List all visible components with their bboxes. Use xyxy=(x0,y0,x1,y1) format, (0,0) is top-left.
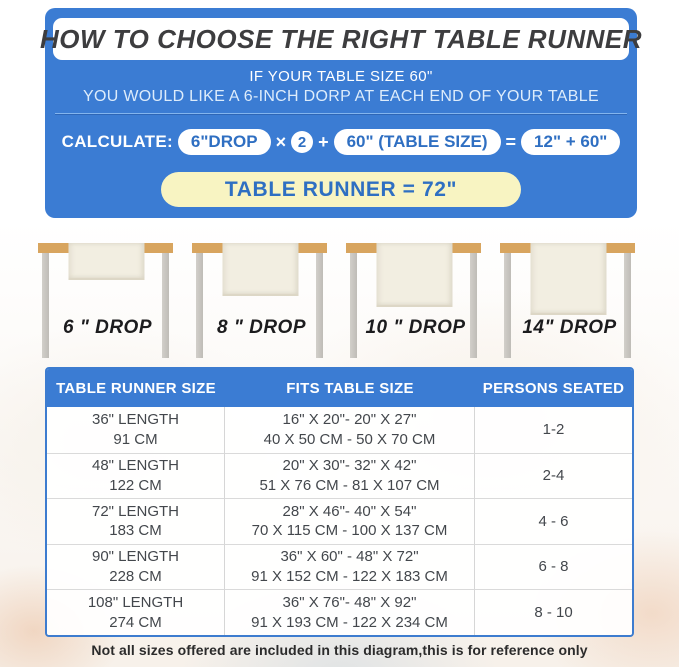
table-row: 28" X 46"- 40" X 54" 70 X 115 CM - 100 X… xyxy=(225,498,475,544)
equals-sign: = xyxy=(505,131,517,152)
table-row: 20" X 30"- 32" X 42" 51 X 76 CM - 81 X 1… xyxy=(225,452,475,499)
column-header-runner-size: TABLE RUNNER SIZE xyxy=(47,369,225,407)
table-row: 72" LENGTH 183 CM xyxy=(47,498,225,544)
fits-size-cm: 91 X 193 CM - 122 X 234 CM xyxy=(251,613,448,631)
table-row: 36" X 76"- 48" X 92" 91 X 193 CM - 122 X… xyxy=(225,589,475,635)
table-figure-8-drop: 8 " DROP xyxy=(192,243,331,358)
runner-size-cm: 228 CM xyxy=(109,568,162,586)
panel-divider xyxy=(55,114,627,115)
runner-drape xyxy=(221,243,298,296)
runner-size-cm: 91 CM xyxy=(113,430,158,448)
runner-size-in: 108" LENGTH xyxy=(87,593,184,611)
runner-size-in: 36" LENGTH xyxy=(91,411,180,428)
table-leg xyxy=(162,253,169,358)
table-row: 2-4 xyxy=(475,452,632,499)
runner-size-cm: 183 CM xyxy=(109,522,162,540)
header-panel: HOW TO CHOOSE THE RIGHT TABLE RUNNER IF … xyxy=(40,8,642,218)
table-row: 36" LENGTH 91 CM xyxy=(47,407,225,453)
runner-size-in: 48" LENGTH xyxy=(91,457,180,475)
fits-size-cm: 51 X 76 CM - 81 X 107 CM xyxy=(259,476,440,494)
runner-result-pill: TABLE RUNNER = 72" xyxy=(161,172,521,207)
fits-size-in: 16" X 20"- 20" X 27" xyxy=(282,411,417,428)
title-box: HOW TO CHOOSE THE RIGHT TABLE RUNNER xyxy=(40,18,642,60)
table-row: 1-2 xyxy=(475,407,632,453)
fits-size-in: 36" X 60" - 48" X 72" xyxy=(280,548,419,566)
plus-sign: + xyxy=(318,131,329,152)
table-leg xyxy=(316,253,323,358)
drop-label: 14" DROP xyxy=(522,317,617,338)
fits-size-in: 28" X 46"- 40" X 54" xyxy=(282,502,417,520)
drop-label: 10 " DROP xyxy=(365,317,466,338)
intro-line-2: YOU WOULD LIKE A 6-INCH DORP AT EACH END… xyxy=(83,88,599,105)
persons-seated: 4 - 6 xyxy=(538,512,569,530)
runner-drape xyxy=(67,243,144,280)
runner-size-in: 72" LENGTH xyxy=(91,502,180,520)
multiplier-circle: 2 xyxy=(291,131,314,153)
runner-drape xyxy=(375,243,452,307)
fits-size-cm: 70 X 115 CM - 100 X 137 CM xyxy=(251,522,448,540)
table-row: 108" LENGTH 274 CM xyxy=(47,589,225,635)
fits-size-cm: 91 X 152 CM - 122 X 183 CM xyxy=(251,568,448,586)
drop-label: 6 " DROP xyxy=(62,317,153,338)
persons-seated: 1-2 xyxy=(542,420,565,438)
table-leg xyxy=(196,253,203,358)
table-leg xyxy=(470,253,477,358)
runner-size-in: 90" LENGTH xyxy=(91,548,180,566)
sum-pill: 12" + 60" xyxy=(521,129,621,155)
calculate-label: CALCULATE: xyxy=(61,132,173,151)
table-leg xyxy=(624,253,631,358)
table-leg xyxy=(42,253,49,358)
page-title: HOW TO CHOOSE THE RIGHT TABLE RUNNER xyxy=(39,23,643,54)
size-chart-table: TABLE RUNNER SIZE FITS TABLE SIZE PERSON… xyxy=(45,367,634,637)
fits-size-in: 20" X 30"- 32" X 42" xyxy=(282,457,417,475)
runner-drape xyxy=(529,243,606,315)
table-leg xyxy=(350,253,357,358)
table-leg xyxy=(504,253,511,358)
times-sign: × xyxy=(275,131,287,152)
intro-line-1: IF YOUR TABLE SIZE 60" xyxy=(249,68,433,85)
table-figure-6-drop: 6 " DROP xyxy=(38,243,177,358)
runner-size-cm: 274 CM xyxy=(109,613,162,631)
table-row: 16" X 20"- 20" X 27" 40 X 50 CM - 50 X 7… xyxy=(225,407,475,453)
drop-diagram: 6 " DROP 8 " DROP 10 " DROP 14" DROP xyxy=(38,243,639,358)
persons-seated: 8 - 10 xyxy=(534,603,573,621)
drop-label: 8 " DROP xyxy=(216,317,307,338)
table-row: 6 - 8 xyxy=(475,543,632,590)
table-figure-14-drop: 14" DROP xyxy=(500,243,639,358)
persons-seated: 2-4 xyxy=(542,466,565,484)
fits-size-cm: 40 X 50 CM - 50 X 70 CM xyxy=(263,430,436,448)
table-row: 4 - 6 xyxy=(475,498,632,544)
table-row: 8 - 10 xyxy=(475,589,632,635)
drop-value-pill: 6"DROP xyxy=(177,129,271,155)
persons-seated: 6 - 8 xyxy=(538,558,569,576)
fits-size-in: 36" X 76"- 48" X 92" xyxy=(282,593,417,611)
table-size-pill: 60" (TABLE SIZE) xyxy=(333,129,501,155)
table-row: 90" LENGTH 228 CM xyxy=(47,543,225,590)
table-row: 48" LENGTH 122 CM xyxy=(47,452,225,499)
table-figure-10-drop: 10 " DROP xyxy=(346,243,485,358)
table-row: 36" X 60" - 48" X 72" 91 X 152 CM - 122 … xyxy=(225,543,475,590)
column-header-fits-table: FITS TABLE SIZE xyxy=(225,369,475,407)
calculation-row: CALCULATE: 6"DROP × 2 + 60" (TABLE SIZE)… xyxy=(45,129,637,155)
column-header-persons: PERSONS SEATED xyxy=(475,369,632,407)
disclaimer-note: Not all sizes offered are included in th… xyxy=(91,642,588,658)
runner-size-cm: 122 CM xyxy=(109,476,162,494)
